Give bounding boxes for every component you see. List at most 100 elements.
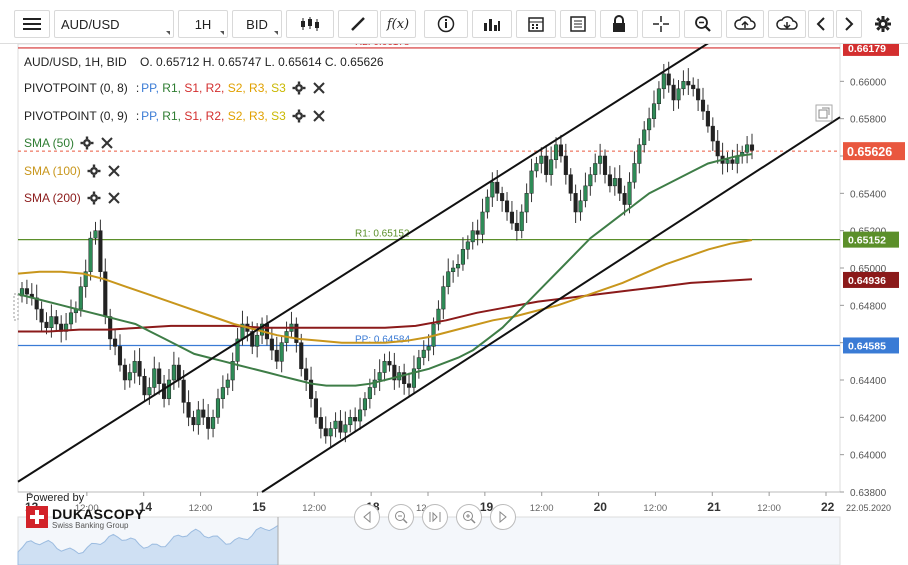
gear-icon[interactable] bbox=[87, 191, 101, 205]
close-icon[interactable] bbox=[312, 81, 326, 95]
menu-button[interactable] bbox=[14, 10, 50, 38]
timeframe-select[interactable]: 1H bbox=[178, 10, 228, 38]
side-label: BID bbox=[246, 16, 268, 32]
candle-body bbox=[607, 174, 612, 187]
bars-icon bbox=[484, 19, 500, 31]
candle-body bbox=[475, 230, 480, 235]
lock-icon bbox=[613, 15, 625, 32]
navigator-area bbox=[17, 524, 279, 565]
candle-body bbox=[127, 372, 132, 381]
candle-body bbox=[558, 144, 563, 157]
news-button[interactable] bbox=[560, 10, 596, 38]
lock-button[interactable] bbox=[600, 10, 638, 38]
candle-body bbox=[504, 200, 510, 213]
triangle-left-icon bbox=[363, 511, 371, 523]
close-icon[interactable] bbox=[107, 164, 121, 178]
gear-icon[interactable] bbox=[292, 81, 306, 95]
sma100-legend: SMA (100) bbox=[24, 164, 121, 178]
pivot1-legend: PIVOTPOINT (0, 8) : PP, R1, S1, R2, S2, … bbox=[24, 81, 326, 95]
close-icon[interactable] bbox=[100, 136, 114, 150]
triangle-right-icon bbox=[499, 511, 507, 523]
indicators-button[interactable] bbox=[472, 10, 512, 38]
candle-body bbox=[206, 417, 211, 429]
zoom-in-button[interactable] bbox=[456, 504, 482, 530]
y-tick-label: 0.64400 bbox=[850, 376, 887, 387]
candle-body bbox=[617, 178, 622, 194]
sma200-line bbox=[18, 278, 753, 333]
candle-body bbox=[705, 110, 710, 127]
draw-button[interactable] bbox=[338, 10, 378, 38]
candle-body bbox=[152, 368, 157, 388]
candle-body bbox=[578, 200, 583, 213]
pivot-line-label: PP: 0.64584 bbox=[355, 334, 410, 345]
price-tag bbox=[843, 231, 899, 248]
candle-body bbox=[441, 286, 446, 310]
candle-body bbox=[647, 118, 652, 131]
download-button[interactable] bbox=[768, 10, 806, 38]
candle-body bbox=[656, 88, 661, 104]
candle-body bbox=[142, 376, 147, 396]
candle-body bbox=[54, 316, 59, 325]
gear-icon[interactable] bbox=[80, 136, 94, 150]
chevron-down-icon bbox=[166, 31, 170, 35]
symbol-select[interactable]: AUD/USD bbox=[54, 10, 174, 38]
price-chart[interactable]: 0.660000.658000.656000.654000.652000.650… bbox=[0, 44, 908, 565]
candle-body bbox=[509, 211, 514, 224]
pivot-item-s1: S1, bbox=[184, 81, 206, 95]
close-icon[interactable] bbox=[107, 191, 121, 205]
close-icon[interactable] bbox=[312, 109, 326, 123]
candle-body bbox=[676, 88, 681, 101]
candle-body bbox=[318, 417, 323, 429]
candle-body bbox=[745, 144, 750, 153]
candle-body bbox=[162, 383, 167, 399]
ohlc-text: AUD/USD, 1H, BID O. 0.65712 H. 0.65747 L… bbox=[24, 55, 384, 69]
candle-body bbox=[642, 129, 647, 146]
news-icon bbox=[570, 16, 586, 32]
pivot-item-s3: S3 bbox=[271, 109, 286, 123]
zoom-out-button[interactable] bbox=[388, 504, 414, 530]
candle-body bbox=[49, 316, 54, 328]
candle-body bbox=[465, 241, 470, 250]
pivot-separator: : bbox=[135, 81, 140, 95]
candle-body bbox=[117, 346, 123, 366]
prev-button[interactable] bbox=[808, 10, 834, 38]
candle-body bbox=[544, 155, 549, 175]
function-button[interactable]: f(x) bbox=[380, 10, 416, 38]
timeframe-label: 1H bbox=[194, 16, 212, 32]
calendar-button[interactable] bbox=[516, 10, 556, 38]
info-button[interactable] bbox=[424, 10, 468, 38]
candle-body bbox=[348, 417, 353, 426]
candle-body bbox=[661, 73, 666, 90]
zoom-button[interactable] bbox=[684, 10, 722, 38]
x-tick-label: 14 bbox=[139, 500, 153, 514]
settings-button[interactable] bbox=[866, 10, 900, 38]
sma100-name: SMA (100) bbox=[24, 164, 81, 178]
reset-view-button[interactable] bbox=[422, 504, 448, 530]
chart-type-button[interactable] bbox=[286, 10, 334, 38]
candle-body bbox=[313, 398, 319, 418]
candle-body bbox=[166, 379, 172, 399]
candle-body bbox=[132, 361, 137, 373]
candle-body bbox=[534, 163, 539, 172]
candle-body bbox=[201, 409, 206, 418]
scroll-left-button[interactable] bbox=[354, 504, 380, 530]
candle-body bbox=[294, 323, 299, 343]
expand-icon[interactable] bbox=[815, 104, 833, 122]
chart-area[interactable]: 0.660000.658000.656000.654000.652000.650… bbox=[0, 44, 908, 565]
y-tick-label: 0.65800 bbox=[850, 115, 887, 126]
candle-body bbox=[691, 84, 696, 90]
scroll-right-button[interactable] bbox=[490, 504, 516, 530]
gear-icon[interactable] bbox=[292, 109, 306, 123]
gear-icon[interactable] bbox=[87, 164, 101, 178]
candle-body bbox=[122, 364, 127, 381]
y-tick-label: 0.64000 bbox=[850, 451, 887, 462]
next-button[interactable] bbox=[836, 10, 862, 38]
candle-body bbox=[553, 144, 559, 160]
y-tick-label: 0.64800 bbox=[850, 301, 887, 312]
upload-button[interactable] bbox=[726, 10, 764, 38]
crosshair-button[interactable] bbox=[642, 10, 680, 38]
candle-body bbox=[362, 398, 368, 411]
x-end-label: 22.05.2020 bbox=[846, 503, 891, 513]
dukascopy-logo[interactable]: DUKASCOPY Swiss Banking Group bbox=[22, 506, 146, 532]
side-select[interactable]: BID bbox=[232, 10, 282, 38]
